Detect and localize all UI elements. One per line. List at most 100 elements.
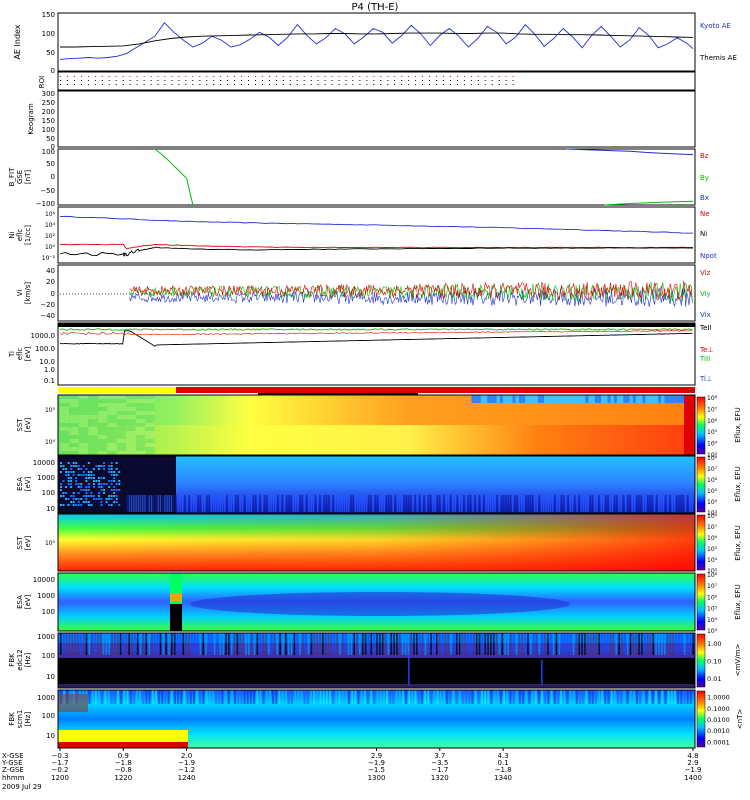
sst-elec-panel: SST [eV] 10⁵ [16,513,696,572]
heat-cell [97,477,100,479]
heat-cell [554,495,556,512]
x-tick-label: 4.8 [687,752,698,760]
heat-cell [310,690,313,704]
heat-cell [580,495,583,512]
series-till [59,328,693,331]
heat-cell [225,633,227,655]
heat-cell [97,395,107,399]
roi-point [94,76,96,77]
heat-cell [639,395,643,403]
heat-cell [60,439,69,443]
heat-cell [691,495,693,512]
roi-point [401,84,403,85]
heat-cell [80,483,83,485]
heat-cell [60,435,69,439]
heat-cell [115,501,118,503]
heat-cell [72,504,75,506]
heat-cell [100,501,103,503]
roi-point [443,84,444,85]
heat-cell [97,419,107,423]
vi-frame [57,264,696,322]
heat-cell [237,495,239,512]
roi-point [157,80,159,81]
heat-cell [113,495,116,497]
ni-legend-ne: Ne [700,210,710,218]
heat-cell [218,690,221,704]
heat-cell [108,495,111,497]
ni-ytick: 10² [45,233,56,240]
heat-cell [499,690,502,704]
ti-ylabel-3: [eV] [24,346,32,361]
heat-cell [664,395,668,403]
heat-cell [571,495,574,512]
heat-cell [600,495,603,512]
heat-cell [65,498,68,500]
heat-cell [239,633,242,655]
heat-cell [646,633,649,655]
heat-cell [60,465,62,467]
heat-cell [253,690,256,704]
heat-cell [361,633,364,655]
heat-cell [591,395,595,403]
heat-cell [115,489,118,491]
heat-cell [392,690,395,704]
heat-cell [135,690,138,704]
heat-cell [537,690,540,704]
heat-cell [92,483,95,485]
heat-cell [613,395,617,403]
heat-cell [367,495,370,512]
heat-cell [638,495,640,512]
heat-cell [219,633,222,655]
heat-cell [436,690,439,704]
heat-cell [325,690,328,704]
heat-cell [616,495,618,512]
heat-cell [88,439,98,443]
heat-cell [677,690,680,704]
heat-cell [667,690,670,704]
heat-cell [588,690,591,704]
heat-cell [108,480,111,482]
ti-frame [57,322,696,386]
heat-cell [97,495,100,497]
heat-cell [481,633,484,655]
heat-cell [80,504,83,506]
heat-cell [276,633,279,655]
x-tick-label: −1.5 [368,766,385,774]
heat-cell [352,495,354,512]
series-viz [129,280,693,301]
heat-cell [555,633,558,655]
heat-cell [670,395,674,403]
ae-ytick: 150 [42,11,55,19]
heat-cell [361,495,363,512]
heat-cell [97,415,107,419]
heat-cell [553,395,557,403]
heat-cell [523,495,525,512]
heat-cell [591,690,594,704]
heat-cell [181,495,184,512]
heat-cell [423,690,426,704]
heat-cell [60,495,62,497]
heat-cell [145,435,155,439]
heat-cell [116,633,119,655]
roi-point [122,84,124,85]
heat-cell [376,633,378,655]
roi-point [429,84,430,85]
roi-point [436,76,437,77]
heat-cell [97,407,107,411]
heat-cell [682,495,685,512]
esa-elec-ylabel-2: [eV] [24,594,32,609]
heat-cell [97,690,100,704]
heat-cell [432,495,434,512]
heat-cell [90,474,93,476]
heat-cell [330,633,333,655]
roi-point [422,76,424,77]
heat-cell [215,690,218,704]
heat-cell [105,501,108,503]
heat-cell [242,633,244,655]
ni-ytick: 10⁻² [42,255,56,262]
heat-cell [60,407,69,411]
roi-point [164,76,166,77]
heat-cell [674,690,677,704]
roi-point [373,80,375,81]
heat-cell [65,633,68,655]
